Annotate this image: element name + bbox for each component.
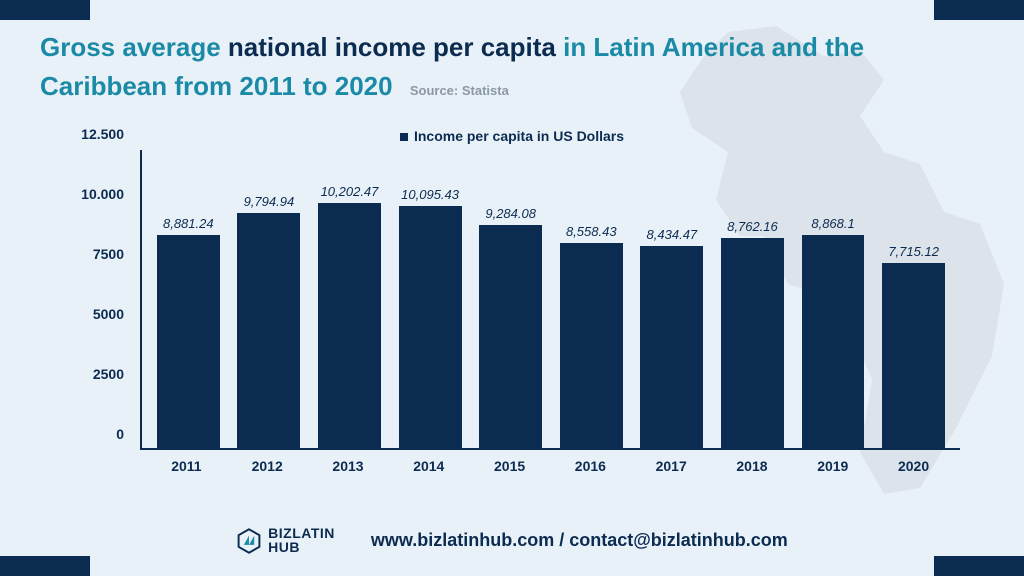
bar-value-label: 8,881.24 <box>163 216 214 231</box>
bar-value-label: 8,868.1 <box>811 216 854 231</box>
bar-value-label: 7,715.12 <box>888 244 939 259</box>
x-tick-label: 2020 <box>873 458 954 474</box>
bar-value-label: 9,794.94 <box>244 194 295 209</box>
bar <box>399 206 462 448</box>
bar-value-label: 9,284.08 <box>485 206 536 221</box>
legend-text: Income per capita in US Dollars <box>414 128 624 144</box>
brand-logo: BIZLATIN HUB <box>236 527 335 554</box>
bar <box>237 213 300 448</box>
legend-marker-icon <box>400 133 408 141</box>
corner-decoration <box>0 556 90 576</box>
bar <box>479 225 542 448</box>
bar-wrap: 8,558.43 <box>551 150 632 448</box>
bar-wrap: 9,794.94 <box>229 150 310 448</box>
corner-decoration <box>934 556 1024 576</box>
chart-legend: Income per capita in US Dollars <box>0 128 1024 144</box>
bar-wrap: 8,762.16 <box>712 150 793 448</box>
x-tick-label: 2018 <box>712 458 793 474</box>
bar-wrap: 7,715.12 <box>873 150 954 448</box>
y-tick-label: 7500 <box>54 246 124 262</box>
source-label: Source: Statista <box>410 83 509 98</box>
bar <box>882 263 945 448</box>
logo-text: BIZLATIN HUB <box>268 527 335 554</box>
x-tick-label: 2013 <box>308 458 389 474</box>
bar-wrap: 9,284.08 <box>470 150 551 448</box>
bar-value-label: 8,434.47 <box>647 227 698 242</box>
bar <box>802 235 865 448</box>
bar-value-label: 8,558.43 <box>566 224 617 239</box>
bar <box>640 246 703 448</box>
bar <box>157 235 220 448</box>
x-tick-label: 2019 <box>792 458 873 474</box>
title-segment-1: Gross average <box>40 32 228 62</box>
bar <box>560 243 623 448</box>
bar <box>318 203 381 448</box>
x-axis-labels: 2011201220132014201520162017201820192020 <box>140 452 960 474</box>
bar-value-label: 10,202.47 <box>321 184 379 199</box>
y-tick-label: 10.000 <box>54 186 124 202</box>
corner-decoration <box>0 0 90 20</box>
x-tick-label: 2017 <box>631 458 712 474</box>
y-tick-label: 2500 <box>54 366 124 382</box>
plot-area: 8,881.24 9,794.94 10,202.47 10,095.43 9,284.… <box>140 150 960 450</box>
x-tick-label: 2014 <box>388 458 469 474</box>
bar-wrap: 8,881.24 <box>148 150 229 448</box>
bar-value-label: 8,762.16 <box>727 219 778 234</box>
bar-chart: 025005000750010.00012.500 8,881.24 9,794.… <box>62 150 962 490</box>
y-axis: 025005000750010.00012.500 <box>62 150 132 450</box>
bar-value-label: 10,095.43 <box>401 187 459 202</box>
y-tick-label: 5000 <box>54 306 124 322</box>
x-tick-label: 2016 <box>550 458 631 474</box>
bar <box>721 238 784 448</box>
bar-wrap: 8,868.1 <box>793 150 874 448</box>
x-tick-label: 2012 <box>227 458 308 474</box>
bar-wrap: 8,434.47 <box>632 150 713 448</box>
page-root: Gross average national income per capita… <box>0 0 1024 576</box>
footer: BIZLATIN HUB www.bizlatinhub.com / conta… <box>0 527 1024 554</box>
title-segment-2: national income per capita <box>228 32 563 62</box>
y-tick-label: 0 <box>54 426 124 442</box>
footer-contact: www.bizlatinhub.com / contact@bizlatinhu… <box>371 530 788 551</box>
bar-wrap: 10,095.43 <box>390 150 471 448</box>
chart-title: Gross average national income per capita… <box>40 28 984 106</box>
corner-decoration <box>934 0 1024 20</box>
bars-container: 8,881.24 9,794.94 10,202.47 10,095.43 9,284.… <box>142 150 960 448</box>
x-tick-label: 2015 <box>469 458 550 474</box>
y-tick-label: 12.500 <box>54 126 124 142</box>
bar-wrap: 10,202.47 <box>309 150 390 448</box>
x-tick-label: 2011 <box>146 458 227 474</box>
logo-mark-icon <box>236 528 262 554</box>
logo-line-2: HUB <box>268 541 335 554</box>
